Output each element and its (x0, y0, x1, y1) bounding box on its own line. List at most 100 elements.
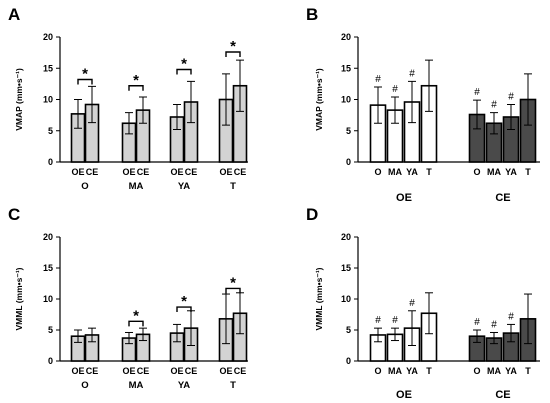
group-label: O (81, 380, 88, 391)
significance-star: * (133, 72, 139, 89)
y-tick-label: 0 (48, 356, 53, 366)
hash-marker: # (508, 311, 514, 322)
bar-label: O (374, 366, 381, 376)
bar-label: OE (71, 167, 84, 177)
y-tick-label: 15 (43, 263, 53, 273)
hash-marker: # (409, 68, 415, 79)
significance-bracket (176, 68, 192, 75)
group-label: YA (178, 380, 190, 391)
panel-label: C (8, 205, 20, 224)
bar-label: OE (122, 167, 135, 177)
y-tick-label: 20 (43, 32, 53, 42)
bar-label: OE (170, 167, 183, 177)
bar-label: CE (86, 167, 99, 177)
significance-star: * (133, 307, 139, 324)
significance-bracket (225, 287, 241, 294)
y-tick-label: 20 (43, 232, 53, 242)
hash-marker: # (474, 317, 480, 328)
group-label: T (230, 380, 236, 391)
y-tick-label: 5 (48, 126, 53, 136)
group-label: OE (396, 192, 412, 204)
y-tick-label: 15 (341, 263, 351, 273)
y-tick-label: 20 (341, 32, 351, 42)
y-tick-label: 10 (341, 95, 351, 105)
bar-label: MA (388, 366, 402, 376)
hash-marker: # (508, 92, 514, 103)
bar-label: MA (487, 366, 501, 376)
y-tick-label: 15 (341, 63, 351, 73)
panel-label: A (8, 5, 20, 24)
y-axis-label: VMML (mm•s⁻¹) (14, 267, 24, 330)
y-axis-label: VMAP (mm•s⁻¹) (14, 68, 24, 131)
hash-marker: # (392, 315, 398, 326)
hash-marker: # (375, 315, 381, 326)
bar-label: T (426, 366, 432, 376)
group-label: MA (129, 380, 144, 391)
bar-label: CE (137, 167, 150, 177)
bar-label: CE (185, 167, 198, 177)
panel-label: B (306, 5, 318, 24)
bar-label: T (525, 366, 531, 376)
y-tick-label: 0 (346, 157, 351, 167)
bar-label: MA (487, 167, 501, 177)
bar-label: CE (234, 366, 247, 376)
group-label: OE (396, 389, 412, 401)
bar-label: OE (170, 366, 183, 376)
bar-label: YA (505, 167, 517, 177)
bar-label: YA (406, 366, 418, 376)
significance-bracket (225, 51, 241, 57)
significance-star: * (181, 56, 187, 73)
bar-label: YA (406, 167, 418, 177)
panel-label: D (306, 205, 318, 224)
significance-bracket (77, 78, 93, 85)
hash-marker: # (491, 100, 497, 111)
bar-label: O (473, 167, 480, 177)
panel-b: B 0 5 10 15 20 VMAP (mm•s⁻¹) O # MA # YA # T O # MA # YA # T… (306, 5, 540, 204)
bar-label: CE (185, 366, 198, 376)
bar-label: CE (86, 366, 99, 376)
y-tick-label: 0 (346, 356, 351, 366)
significance-bracket (128, 320, 144, 327)
y-tick-label: 10 (43, 95, 53, 105)
y-tick-label: 20 (341, 232, 351, 242)
group-label: CE (495, 192, 510, 204)
group-label: YA (178, 181, 190, 192)
panel-d: D 0 5 10 15 20 VMML (mm•s⁻¹) O # MA # YA # T O # MA # YA # T… (306, 205, 540, 401)
bar-label: MA (388, 167, 402, 177)
y-axis-label: VMAP (mm•s⁻¹) (314, 68, 324, 131)
bar-label: YA (505, 366, 517, 376)
significance-bracket (128, 85, 144, 91)
significance-star: * (230, 38, 236, 55)
bar-label: O (374, 167, 381, 177)
y-tick-label: 10 (341, 294, 351, 304)
hash-marker: # (392, 84, 398, 95)
group-label: CE (495, 389, 510, 401)
y-tick-label: 5 (346, 325, 351, 335)
y-tick-label: 5 (346, 126, 351, 136)
bar-label: CE (234, 167, 247, 177)
bar-label: OE (219, 167, 232, 177)
hash-marker: # (409, 298, 415, 309)
y-tick-label: 10 (43, 294, 53, 304)
group-label: MA (129, 181, 144, 192)
bar-label: OE (122, 366, 135, 376)
significance-star: * (181, 293, 187, 310)
bar-label: OE (71, 366, 84, 376)
hash-marker: # (375, 74, 381, 85)
group-label: T (230, 181, 236, 192)
hash-marker: # (474, 87, 480, 98)
bar-label: CE (137, 366, 150, 376)
hash-marker: # (491, 319, 497, 330)
y-tick-label: 5 (48, 325, 53, 335)
y-axis-label: VMML (mm•s⁻¹) (314, 267, 324, 330)
group-label: O (81, 181, 88, 192)
bar-label: O (473, 366, 480, 376)
y-tick-label: 15 (43, 63, 53, 73)
bar-label: OE (219, 366, 232, 376)
significance-star: * (82, 66, 88, 83)
significance-star: * (230, 274, 236, 291)
significance-bracket (176, 306, 192, 313)
